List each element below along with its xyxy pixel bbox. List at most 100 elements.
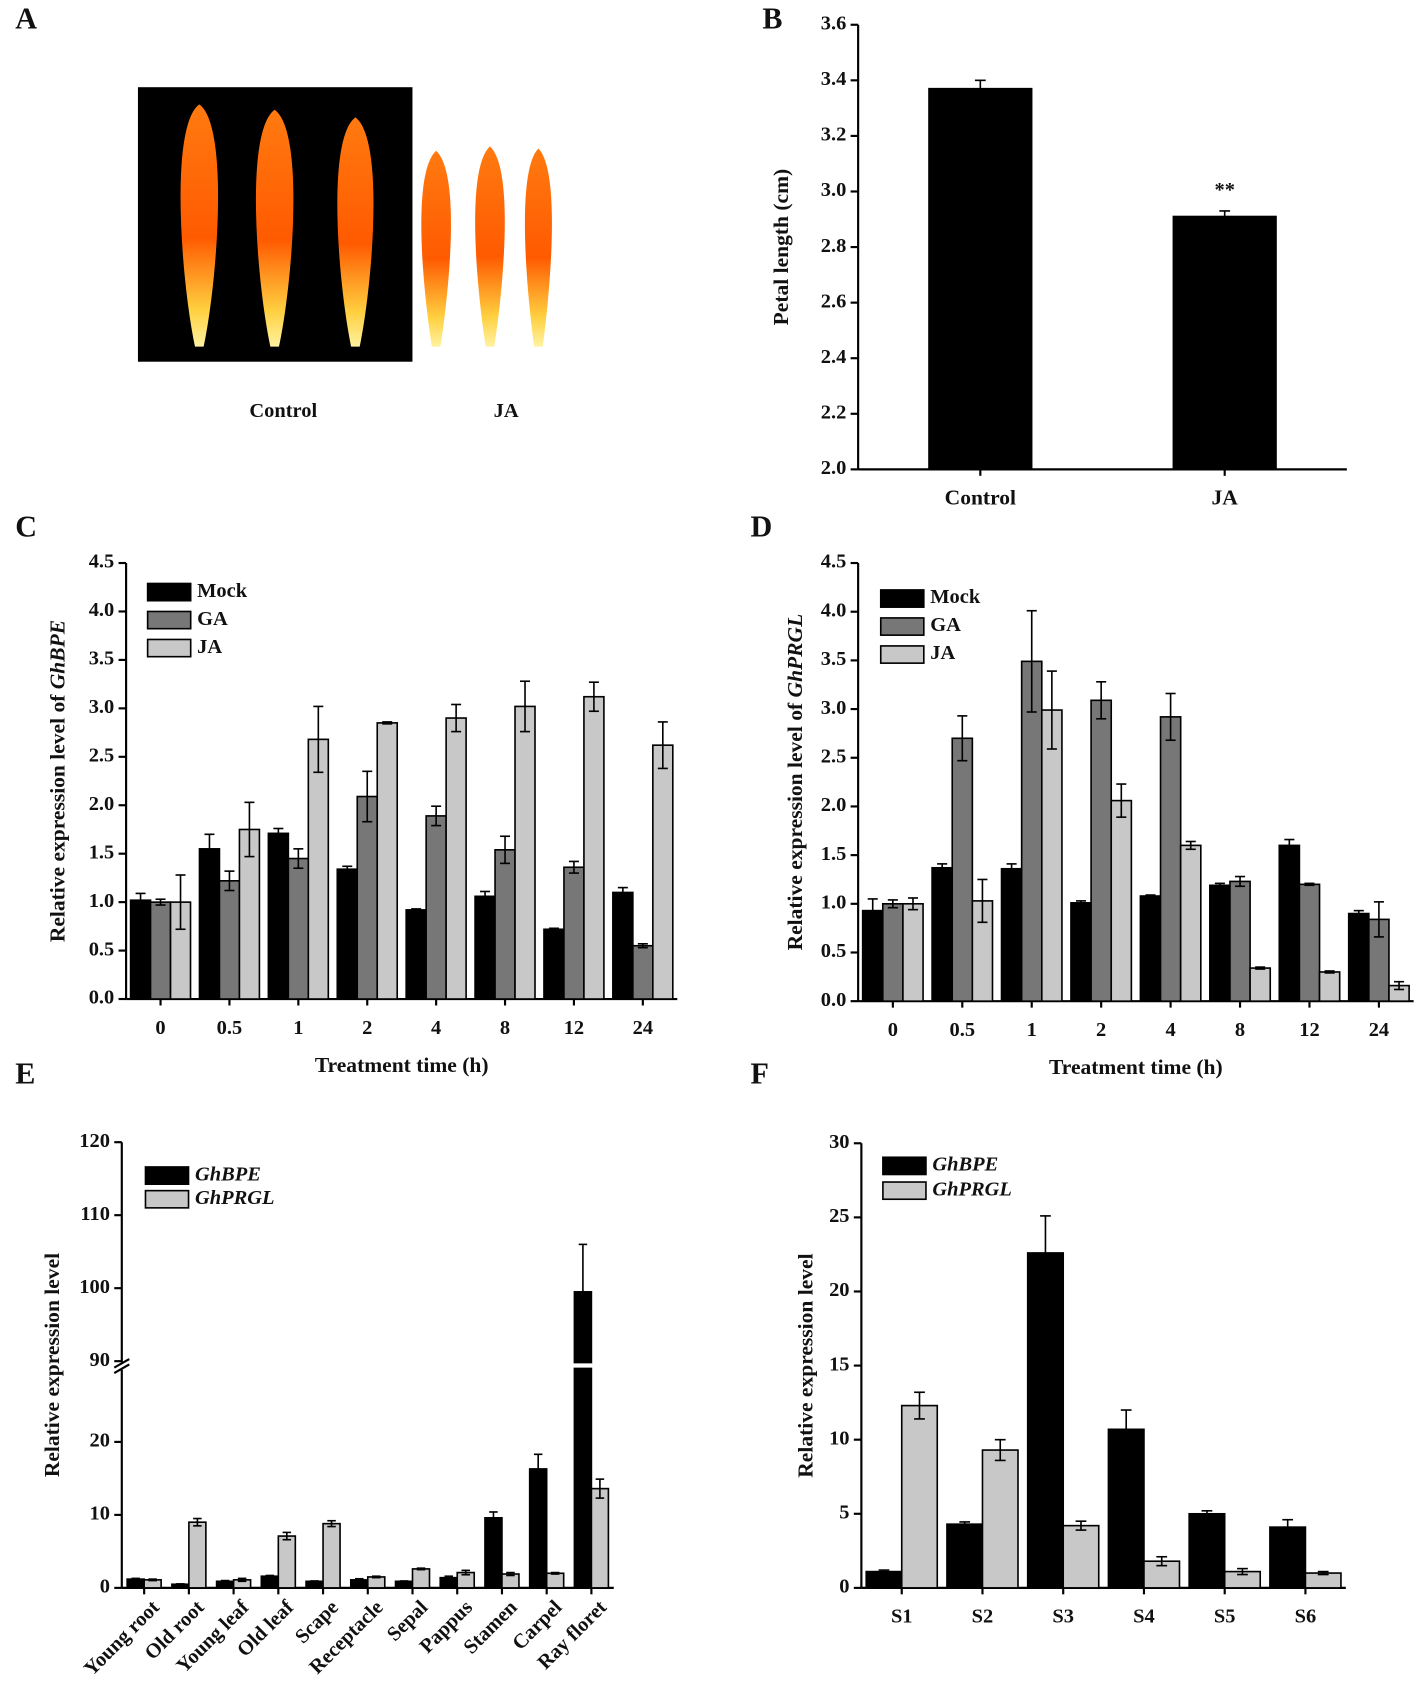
x-tick-label: 1 bbox=[1027, 1019, 1037, 1041]
bar bbox=[260, 1575, 280, 1589]
x-tick-label: 0.5 bbox=[217, 1017, 243, 1039]
x-tick-label: S2 bbox=[972, 1606, 994, 1628]
bar bbox=[307, 738, 330, 1000]
x-tick-label: 24 bbox=[633, 1017, 653, 1039]
y-axis-label-text: Relative expression level of bbox=[45, 694, 69, 942]
bar bbox=[1000, 867, 1023, 1002]
bar bbox=[931, 866, 954, 1002]
bar bbox=[376, 722, 399, 1000]
bar bbox=[861, 909, 884, 1002]
y-tick-label: 15 bbox=[829, 1353, 849, 1375]
petal bbox=[524, 148, 552, 347]
bar bbox=[590, 1487, 610, 1589]
bar bbox=[612, 891, 634, 1000]
y-tick-label: 110 bbox=[80, 1203, 110, 1225]
bar bbox=[1139, 895, 1162, 1002]
y-tick-label: 4.0 bbox=[89, 599, 115, 621]
legend-swatch bbox=[879, 617, 925, 636]
x-axis-label: Treatment time (h) bbox=[315, 1053, 489, 1077]
bar bbox=[474, 895, 496, 1000]
y-tick-label: 0 bbox=[839, 1576, 849, 1598]
panel-letter: F bbox=[750, 1056, 768, 1090]
bar bbox=[632, 944, 654, 1000]
x-tick-label: 4 bbox=[431, 1017, 441, 1039]
y-axis-label-space bbox=[45, 689, 69, 694]
y-axis-label: Petal length (cm) bbox=[769, 169, 793, 326]
bar bbox=[218, 880, 241, 1000]
y-tick-label: 90 bbox=[90, 1349, 110, 1371]
legend-label: GhPRGL bbox=[932, 1178, 1012, 1200]
x-tick-label: S6 bbox=[1295, 1606, 1317, 1628]
y-tick-label: 0.0 bbox=[89, 987, 115, 1009]
y-tick-label: 10 bbox=[829, 1427, 849, 1449]
y-axis-label-text: Relative expression level bbox=[793, 1253, 817, 1477]
bar bbox=[981, 1449, 1019, 1589]
x-tick-label: Control bbox=[945, 485, 1016, 509]
bar bbox=[494, 849, 516, 1000]
bar bbox=[411, 1568, 431, 1589]
y-axis-label: Relative expression level bbox=[40, 1253, 64, 1477]
bar bbox=[946, 1523, 984, 1589]
bar bbox=[198, 848, 221, 1000]
x-tick-label: 0 bbox=[155, 1017, 165, 1039]
y-axis-label: Relative expression level bbox=[793, 1253, 817, 1477]
y-tick-label: 10 bbox=[90, 1503, 110, 1525]
bar bbox=[1070, 902, 1092, 1002]
y-tick-label: 3.2 bbox=[821, 124, 847, 146]
bar bbox=[1269, 1526, 1307, 1589]
y-axis-label-gene: GhPRGL bbox=[783, 614, 807, 698]
bar bbox=[149, 901, 172, 1000]
y-axis-label: Relative expression level of GhBPE bbox=[45, 620, 69, 942]
x-tick-label: 2 bbox=[1096, 1019, 1106, 1041]
y-tick-label: 0.5 bbox=[821, 940, 847, 962]
y-tick-label: 3.0 bbox=[821, 179, 847, 201]
y-tick-label: 1.5 bbox=[89, 841, 115, 863]
x-tick-label: S4 bbox=[1133, 1606, 1155, 1628]
x-tick-label: 0.5 bbox=[950, 1019, 976, 1041]
panel-letter: C bbox=[15, 510, 37, 544]
legend-swatch bbox=[144, 1166, 190, 1185]
legend-swatch bbox=[144, 1189, 190, 1209]
y-tick-label: 2.2 bbox=[821, 401, 847, 423]
bar bbox=[1188, 1512, 1226, 1589]
x-tick-label: 4 bbox=[1165, 1019, 1175, 1041]
y-tick-label: 0.5 bbox=[89, 938, 115, 960]
x-tick-label: 8 bbox=[500, 1017, 510, 1039]
legend-swatch bbox=[882, 1181, 927, 1201]
bar bbox=[405, 909, 427, 1000]
y-axis-label-text: Petal length (cm) bbox=[769, 169, 793, 326]
y-tick-label: 1.0 bbox=[89, 890, 115, 912]
legend-swatch bbox=[879, 589, 925, 608]
y-axis-label-gene: GhBPE bbox=[45, 620, 69, 689]
bar bbox=[528, 1468, 548, 1589]
bar bbox=[366, 1576, 386, 1589]
y-tick-label: 1.5 bbox=[821, 843, 847, 865]
bar bbox=[1172, 215, 1277, 471]
bar bbox=[543, 928, 565, 1000]
y-tick-label: 3.6 bbox=[821, 12, 847, 34]
legend-swatch bbox=[146, 610, 192, 630]
legend-swatch bbox=[879, 645, 925, 664]
bar bbox=[1209, 884, 1231, 1002]
annotation: ** bbox=[1214, 179, 1234, 201]
bar bbox=[129, 899, 152, 1000]
petal bbox=[180, 104, 219, 347]
bar bbox=[188, 1521, 207, 1589]
bar bbox=[484, 1517, 503, 1589]
petal bbox=[421, 150, 451, 347]
photo-label: JA bbox=[494, 400, 519, 422]
y-axis-label-text: Relative expression level of bbox=[783, 702, 807, 950]
bar bbox=[1110, 799, 1133, 1002]
y-tick-label: 20 bbox=[829, 1279, 849, 1301]
bar bbox=[277, 1535, 297, 1589]
legend-label: JA bbox=[930, 642, 955, 664]
bar bbox=[902, 902, 924, 1002]
bar bbox=[267, 832, 290, 1000]
legend-label: Mock bbox=[197, 580, 248, 602]
y-tick-label: 3.5 bbox=[821, 648, 847, 670]
bar bbox=[652, 744, 674, 1000]
y-tick-label: 3.5 bbox=[89, 648, 115, 670]
y-tick-label: 4.5 bbox=[89, 551, 115, 573]
y-tick-label: 2.5 bbox=[89, 744, 115, 766]
bar bbox=[563, 866, 585, 1000]
